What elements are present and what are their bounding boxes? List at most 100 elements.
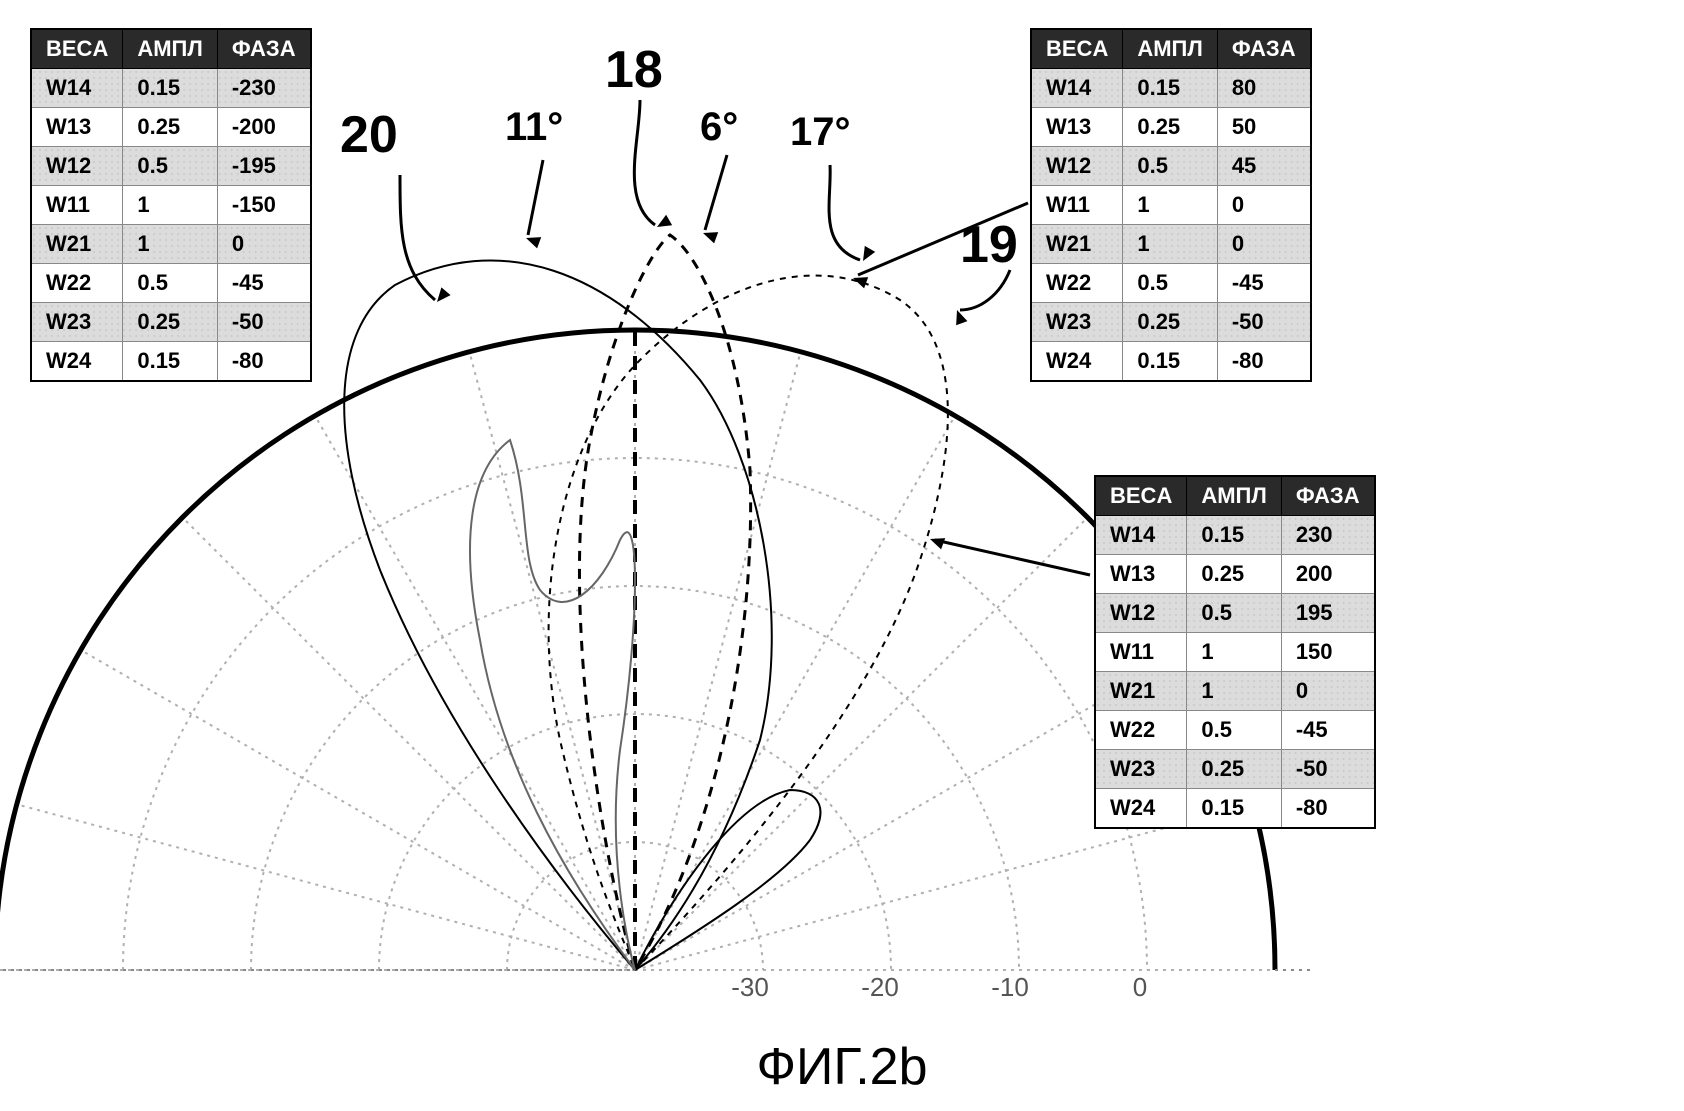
table-cell: 0.5 — [1187, 594, 1281, 633]
table-cell: W21 — [31, 225, 123, 264]
table-cell: W14 — [1031, 69, 1123, 108]
table-cell: 50 — [1217, 108, 1310, 147]
table-cell: -45 — [1281, 711, 1374, 750]
table-cell: 1 — [123, 225, 217, 264]
table-cell: -45 — [1217, 264, 1310, 303]
svg-text:-30: -30 — [731, 972, 769, 1002]
table-cell: W21 — [1031, 225, 1123, 264]
table-row: W230.25-50 — [1031, 303, 1311, 342]
table-row: W2110 — [1095, 672, 1375, 711]
svg-text:0: 0 — [1133, 972, 1147, 1002]
angle-17: 17° — [790, 110, 851, 155]
table-row: W130.2550 — [1031, 108, 1311, 147]
table-cell: 0.5 — [123, 264, 217, 303]
table-row: W120.545 — [1031, 147, 1311, 186]
table-header: ФАЗА — [1217, 29, 1310, 69]
table-cell: 195 — [1281, 594, 1374, 633]
table-header: ФАЗА — [217, 29, 310, 69]
table-cell: 0.5 — [1187, 711, 1281, 750]
table-cell: 80 — [1217, 69, 1310, 108]
table-cell: W14 — [31, 69, 123, 108]
table-cell: 0.25 — [123, 108, 217, 147]
table-cell: 1 — [1123, 186, 1217, 225]
table-cell: W11 — [1031, 186, 1123, 225]
table-row: W240.15-80 — [1031, 342, 1311, 382]
table-row: W2110 — [31, 225, 311, 264]
table-cell: W22 — [1031, 264, 1123, 303]
table-cell: 0.15 — [1187, 789, 1281, 829]
table-cell: -230 — [217, 69, 310, 108]
table-cell: 1 — [1123, 225, 1217, 264]
table-row: W220.5-45 — [1095, 711, 1375, 750]
table-row: W230.25-50 — [1095, 750, 1375, 789]
table-cell: W14 — [1095, 516, 1187, 555]
angle-6: 6° — [700, 105, 738, 150]
table-cell: W23 — [31, 303, 123, 342]
table-row: W220.5-45 — [31, 264, 311, 303]
table-header: ФАЗА — [1281, 476, 1374, 516]
table-cell: -150 — [217, 186, 310, 225]
angle-11: 11° — [505, 105, 563, 150]
table-cell: 150 — [1281, 633, 1374, 672]
table-cell: 0.15 — [1123, 69, 1217, 108]
table-cell: W11 — [1095, 633, 1187, 672]
table-cell: W13 — [31, 108, 123, 147]
svg-text:-20: -20 — [861, 972, 899, 1002]
table-cell: 0.5 — [1123, 147, 1217, 186]
table-cell: W24 — [1031, 342, 1123, 382]
table-cell: W12 — [1095, 594, 1187, 633]
table-cell: 0 — [1217, 186, 1310, 225]
table-cell: W24 — [1095, 789, 1187, 829]
table-cell: 0.15 — [123, 69, 217, 108]
table-header: АМПЛ — [1187, 476, 1281, 516]
table-cell: 1 — [1187, 672, 1281, 711]
table-cell: -80 — [1281, 789, 1374, 829]
svg-text:-10: -10 — [991, 972, 1029, 1002]
table-cell: 0.5 — [1123, 264, 1217, 303]
table-cell: 1 — [1187, 633, 1281, 672]
table-cell: 0.25 — [1123, 108, 1217, 147]
table-cell: W13 — [1095, 555, 1187, 594]
weights-table-left: BECAАМПЛФАЗАW140.15-230W130.25-200W120.5… — [30, 28, 312, 382]
ref-18: 18 — [605, 40, 663, 100]
table-cell: W11 — [31, 186, 123, 225]
table-row: W140.15-230 — [31, 69, 311, 108]
table-cell: -80 — [1217, 342, 1310, 382]
table-cell: W23 — [1095, 750, 1187, 789]
table-cell: W22 — [31, 264, 123, 303]
table-cell: W22 — [1095, 711, 1187, 750]
table-row: W2110 — [1031, 225, 1311, 264]
table-row: W120.5-195 — [31, 147, 311, 186]
table-cell: -195 — [217, 147, 310, 186]
ref-20: 20 — [340, 105, 398, 165]
table-row: W111-150 — [31, 186, 311, 225]
table-cell: 0.5 — [123, 147, 217, 186]
table-cell: W12 — [31, 147, 123, 186]
table-cell: 0.25 — [123, 303, 217, 342]
table-cell: 0 — [1217, 225, 1310, 264]
table-row: W240.15-80 — [31, 342, 311, 382]
table-cell: W24 — [31, 342, 123, 382]
table-cell: W13 — [1031, 108, 1123, 147]
table-row: W230.25-50 — [31, 303, 311, 342]
table-cell: 1 — [123, 186, 217, 225]
table-row: W130.25-200 — [31, 108, 311, 147]
table-row: W111150 — [1095, 633, 1375, 672]
table-header: BECA — [31, 29, 123, 69]
table-header: BECA — [1095, 476, 1187, 516]
table-cell: W12 — [1031, 147, 1123, 186]
table-cell: 0.25 — [1187, 750, 1281, 789]
table-row: W130.25200 — [1095, 555, 1375, 594]
table-cell: 0 — [1281, 672, 1374, 711]
table-cell: 200 — [1281, 555, 1374, 594]
table-header: BECA — [1031, 29, 1123, 69]
table-row: W140.1580 — [1031, 69, 1311, 108]
table-cell: -80 — [217, 342, 310, 382]
weights-table-bottom-right: BECAАМПЛФАЗАW140.15230W130.25200W120.519… — [1094, 475, 1376, 829]
table-cell: -50 — [217, 303, 310, 342]
table-row: W1110 — [1031, 186, 1311, 225]
table-row: W240.15-80 — [1095, 789, 1375, 829]
table-cell: -50 — [1217, 303, 1310, 342]
weights-table-top-right: BECAАМПЛФАЗАW140.1580W130.2550W120.545W1… — [1030, 28, 1312, 382]
table-cell: -200 — [217, 108, 310, 147]
